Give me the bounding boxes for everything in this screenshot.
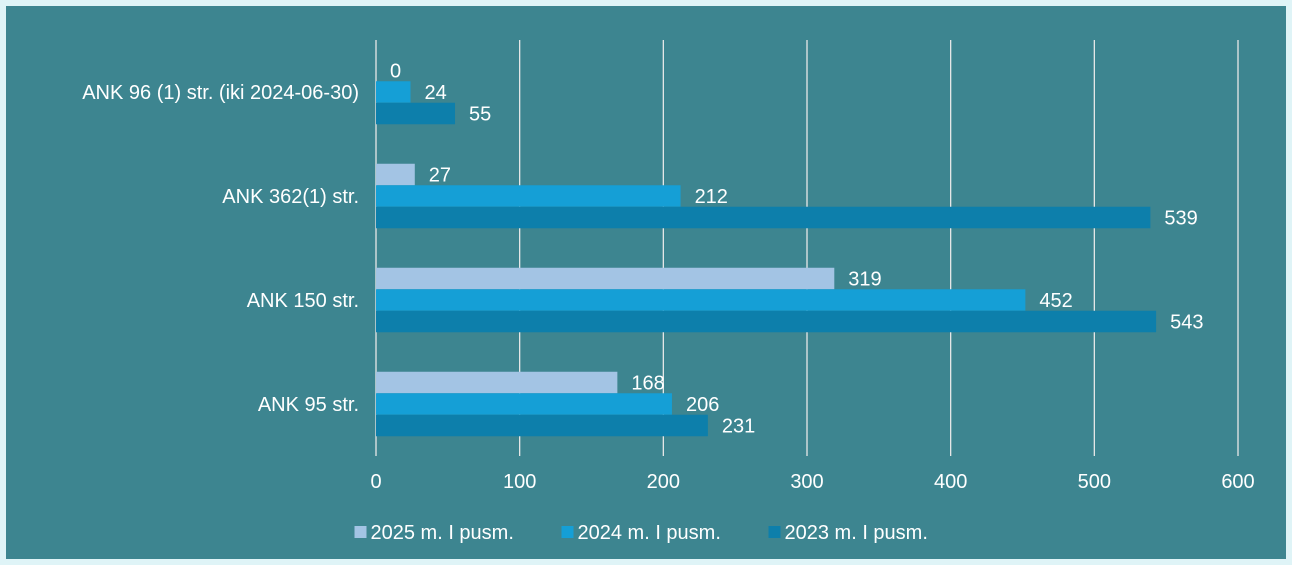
bars: [376, 81, 1157, 437]
category-label: ANK 362(1) str.: [222, 186, 359, 208]
legend-swatch: [354, 526, 367, 538]
bar: [376, 185, 681, 207]
legend-label: 2025 m. I pusm.: [371, 522, 514, 544]
x-tick-label: 500: [1078, 471, 1111, 493]
data-label: 539: [1164, 208, 1197, 230]
data-label: 206: [686, 394, 719, 416]
data-label: 55: [469, 104, 491, 126]
legend-swatch: [561, 526, 574, 538]
data-label: 168: [631, 373, 664, 395]
bar: [376, 310, 1157, 333]
bar: [376, 393, 672, 415]
category-labels: ANK 96 (1) str. (iki 2024-06-30) ANK 362(…: [82, 82, 359, 416]
x-tick-label: 300: [790, 471, 823, 493]
x-tick-label: 100: [503, 471, 536, 493]
bar: [376, 371, 618, 394]
data-label: 27: [429, 165, 451, 187]
data-label: 24: [424, 82, 446, 104]
data-label: 231: [722, 416, 755, 438]
x-axis-ticks: 0 100 200 300 400 500 600: [370, 471, 1254, 493]
data-label: 319: [848, 269, 881, 291]
data-label: 452: [1039, 290, 1072, 312]
legend-swatch: [768, 526, 781, 538]
data-label: 212: [695, 186, 728, 208]
legend-label: 2024 m. I pusm.: [578, 522, 721, 544]
x-tick-label: 400: [934, 471, 967, 493]
x-tick-label: 200: [647, 471, 680, 493]
category-label: ANK 95 str.: [258, 394, 359, 416]
data-label: 0: [390, 61, 401, 83]
chart-frame: 0 24 55 27 212 539 319 452 543 168 206 231 ANK 96 (…: [6, 6, 1286, 559]
data-label: 543: [1170, 312, 1203, 334]
gridlines: [375, 40, 1239, 456]
bar: [376, 206, 1151, 229]
x-tick-label: 0: [370, 471, 381, 493]
bar: [376, 163, 415, 186]
category-label: ANK 96 (1) str. (iki 2024-06-30): [82, 82, 359, 104]
bar: [376, 267, 835, 290]
legend: 2025 m. I pusm. 2024 m. I pusm. 2023 m. I …: [354, 522, 928, 544]
bar: [376, 81, 411, 103]
bar: [376, 102, 456, 125]
legend-label: 2023 m. I pusm.: [785, 522, 928, 544]
bar: [376, 289, 1026, 311]
x-tick-label: 600: [1221, 471, 1254, 493]
category-label: ANK 150 str.: [247, 290, 359, 312]
bar: [376, 414, 708, 437]
